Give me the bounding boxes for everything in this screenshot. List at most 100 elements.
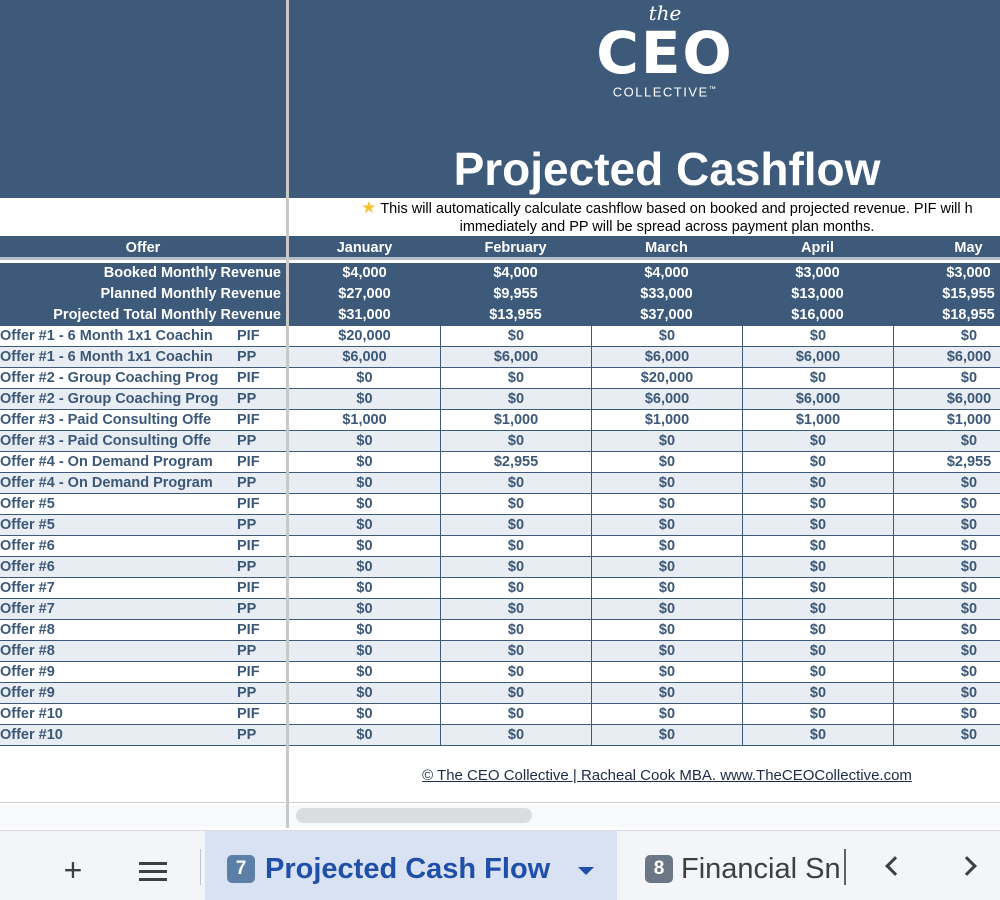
cash-cell[interactable]: $0 [440, 662, 591, 682]
cash-cell[interactable]: $0 [356, 727, 373, 743]
payment-type-cell[interactable]: PP [237, 601, 257, 617]
payment-type-cell[interactable]: PP [237, 349, 257, 365]
cash-cell[interactable]: $6,000 [342, 349, 387, 365]
cash-cell[interactable]: $2,955 [893, 452, 1000, 472]
summary-cell[interactable]: $3,000 [946, 265, 991, 281]
cash-cell[interactable]: $0 [893, 662, 1000, 682]
horizontal-scrollbar-thumb[interactable] [296, 808, 532, 823]
cash-cell[interactable]: $20,000 [591, 368, 742, 388]
cash-cell[interactable]: $0 [356, 559, 373, 575]
month-header[interactable]: May [954, 240, 983, 256]
cash-cell[interactable]: $1,000 [742, 410, 893, 430]
cash-cell[interactable]: $20,000 [338, 328, 391, 344]
payment-type-cell[interactable]: PIF [237, 370, 260, 386]
cash-cell[interactable]: $0 [742, 368, 893, 388]
offer-name-cell[interactable]: Offer #10 [0, 706, 63, 722]
cash-cell[interactable]: $0 [893, 431, 1000, 451]
cash-cell[interactable]: $0 [591, 599, 742, 619]
cash-cell[interactable]: $0 [356, 475, 373, 491]
cash-cell[interactable]: $0 [356, 601, 373, 617]
cash-cell[interactable]: $0 [893, 494, 1000, 514]
cash-cell[interactable]: $0 [356, 580, 373, 596]
offer-name-cell[interactable]: Offer #2 - Group Coaching Prog [0, 391, 219, 407]
tab-projected-cash-flow[interactable]: 7 Projected Cash Flow [205, 831, 617, 900]
cash-cell[interactable]: $0 [742, 599, 893, 619]
summary-cell[interactable]: $9,955 [493, 286, 538, 302]
summary-cell[interactable]: $33,000 [640, 286, 693, 302]
payment-type-cell[interactable]: PIF [237, 328, 260, 344]
summary-cell[interactable]: $37,000 [640, 307, 693, 323]
cash-cell[interactable]: $0 [356, 496, 373, 512]
cash-cell[interactable]: $0 [893, 578, 1000, 598]
cash-cell[interactable]: $0 [893, 368, 1000, 388]
summary-cell[interactable]: $13,955 [489, 307, 542, 323]
offer-name-cell[interactable]: Offer #3 - Paid Consulting Offe [0, 412, 212, 428]
month-header[interactable]: April [800, 240, 835, 256]
cash-cell[interactable]: $0 [440, 557, 591, 577]
cash-cell[interactable]: $0 [591, 620, 742, 640]
payment-type-cell[interactable]: PIF [237, 622, 260, 638]
cash-cell[interactable]: $0 [893, 536, 1000, 556]
cash-cell[interactable]: $0 [440, 683, 591, 703]
cash-cell[interactable]: $0 [440, 368, 591, 388]
cash-cell[interactable]: $0 [356, 391, 373, 407]
tab-dropdown-icon[interactable] [578, 867, 594, 875]
cash-cell[interactable]: $0 [356, 433, 373, 449]
cash-cell[interactable]: $0 [440, 494, 591, 514]
cash-cell[interactable]: $0 [893, 326, 1000, 346]
cash-cell[interactable]: $0 [742, 683, 893, 703]
cash-cell[interactable]: $0 [893, 473, 1000, 493]
cash-cell[interactable]: $0 [893, 557, 1000, 577]
cash-cell[interactable]: $0 [893, 683, 1000, 703]
cash-cell[interactable]: $0 [356, 517, 373, 533]
payment-type-cell[interactable]: PP [237, 433, 257, 449]
cash-cell[interactable]: $0 [591, 662, 742, 682]
cash-cell[interactable]: $0 [742, 431, 893, 451]
payment-type-cell[interactable]: PIF [237, 538, 260, 554]
offer-name-cell[interactable]: Offer #9 [0, 664, 55, 680]
cash-cell[interactable]: $0 [591, 704, 742, 724]
summary-label[interactable]: Booked Monthly Revenue [103, 265, 281, 281]
payment-type-cell[interactable]: PP [237, 517, 257, 533]
cash-cell[interactable]: $0 [591, 452, 742, 472]
offer-name-cell[interactable]: Offer #6 [0, 559, 55, 575]
cash-cell[interactable]: $6,000 [742, 347, 893, 367]
payment-type-cell[interactable]: PIF [237, 496, 260, 512]
offer-name-cell[interactable]: Offer #8 [0, 622, 55, 638]
offer-name-cell[interactable]: Offer #1 - 6 Month 1x1 Coachin [0, 349, 213, 365]
cash-cell[interactable]: $6,000 [440, 347, 591, 367]
cash-cell[interactable]: $0 [356, 685, 373, 701]
offer-name-cell[interactable]: Offer #6 [0, 538, 55, 554]
cash-cell[interactable]: $0 [591, 473, 742, 493]
month-header[interactable]: February [484, 240, 547, 256]
offer-name-cell[interactable]: Offer #5 [0, 496, 55, 512]
offer-name-cell[interactable]: Offer #9 [0, 685, 55, 701]
cash-cell[interactable]: $0 [742, 641, 893, 661]
cash-cell[interactable]: $0 [893, 515, 1000, 535]
cash-cell[interactable]: $0 [356, 370, 373, 386]
offer-name-cell[interactable]: Offer #10 [0, 727, 63, 743]
payment-type-cell[interactable]: PP [237, 643, 257, 659]
frozen-column-divider[interactable] [286, 0, 289, 828]
cash-cell[interactable]: $1,000 [591, 410, 742, 430]
cash-cell[interactable]: $0 [893, 704, 1000, 724]
summary-cell[interactable]: $3,000 [795, 265, 840, 281]
cash-cell[interactable]: $0 [591, 641, 742, 661]
cash-cell[interactable]: $0 [591, 578, 742, 598]
cash-cell[interactable]: $0 [742, 326, 893, 346]
summary-label[interactable]: Projected Total Monthly Revenue [53, 307, 281, 323]
cash-cell[interactable]: $0 [356, 622, 373, 638]
payment-type-cell[interactable]: PP [237, 727, 257, 743]
offer-name-cell[interactable]: Offer #7 [0, 580, 55, 596]
month-header[interactable]: January [336, 240, 393, 256]
cash-cell[interactable]: $0 [591, 557, 742, 577]
cash-cell[interactable]: $0 [742, 620, 893, 640]
payment-type-cell[interactable]: PIF [237, 664, 260, 680]
offer-name-cell[interactable]: Offer #3 - Paid Consulting Offe [0, 433, 212, 449]
cash-cell[interactable]: $0 [591, 683, 742, 703]
cash-cell[interactable]: $0 [440, 599, 591, 619]
cash-cell[interactable]: $0 [356, 454, 373, 470]
cash-cell[interactable]: $0 [440, 326, 591, 346]
cash-cell[interactable]: $0 [591, 536, 742, 556]
cash-cell[interactable]: $0 [440, 473, 591, 493]
